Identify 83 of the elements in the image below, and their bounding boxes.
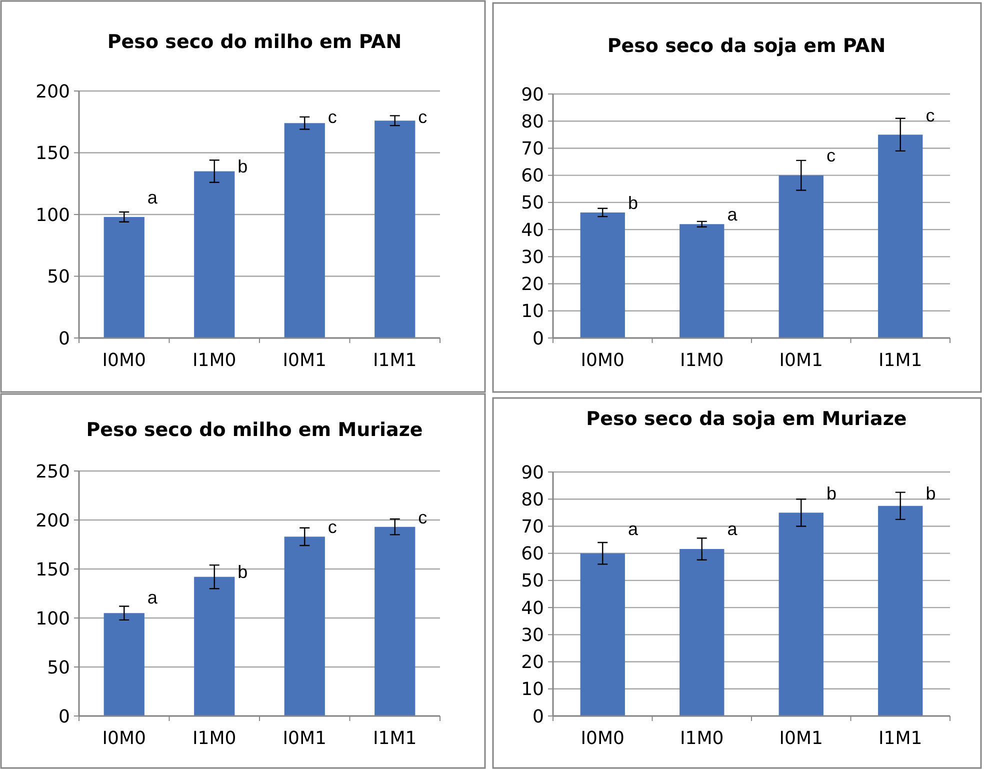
annotation: c <box>826 146 836 166</box>
y-tick-label: 60 <box>521 544 544 565</box>
x-tick-label: I1M0 <box>680 728 724 749</box>
y-tick-label: 0 <box>58 328 70 350</box>
y-tick-label: 20 <box>521 652 544 674</box>
annotation: b <box>926 484 936 504</box>
y-tick-label: 10 <box>521 301 544 322</box>
y-tick-label: 50 <box>521 192 544 214</box>
y-tick-label: 200 <box>36 81 70 102</box>
x-tick-label: I1M1 <box>373 728 417 749</box>
y-tick-label: 0 <box>58 706 70 728</box>
chart-title: Peso seco do milho em PAN <box>107 31 402 53</box>
bar <box>194 576 235 716</box>
y-tick-label: 30 <box>521 246 544 268</box>
annotation: a <box>727 518 738 539</box>
y-tick-label: 70 <box>521 138 544 160</box>
annotation: c <box>328 517 337 538</box>
x-tick-label: I0M1 <box>282 728 326 749</box>
y-tick-label: 40 <box>521 220 544 241</box>
bar <box>778 175 824 338</box>
annotation: c <box>328 107 337 128</box>
x-tick-label: I1M1 <box>373 350 417 371</box>
annotation: c <box>926 105 935 126</box>
y-tick-label: 150 <box>36 559 70 580</box>
bar <box>284 123 325 338</box>
y-tick-label: 70 <box>521 516 544 538</box>
bar <box>680 224 724 338</box>
chart-title: Peso seco da soja em PAN <box>607 35 886 57</box>
y-tick-label: 30 <box>521 624 544 646</box>
annotation: b <box>628 192 638 213</box>
y-tick-label: 40 <box>521 598 544 619</box>
annotation: a <box>147 588 158 608</box>
x-tick-label: I1M1 <box>878 728 922 749</box>
y-tick-label: 100 <box>36 204 70 226</box>
x-tick-label: I1M0 <box>192 728 236 749</box>
y-tick-label: 50 <box>521 570 544 592</box>
bar <box>104 613 144 716</box>
x-tick-label: I1M0 <box>680 350 724 371</box>
annotation: a <box>147 187 158 208</box>
annotation: b <box>238 562 248 582</box>
bar <box>878 506 923 716</box>
bar <box>680 548 724 716</box>
x-tick-label: I0M0 <box>580 728 624 749</box>
bar <box>194 171 235 338</box>
x-tick-label: I0M0 <box>102 350 146 371</box>
chart-title: Peso seco do milho em Muriaze <box>86 419 423 441</box>
x-tick-label: I0M1 <box>779 350 823 371</box>
annotation: b <box>238 156 248 177</box>
bar <box>374 526 416 716</box>
x-tick-label: I1M0 <box>192 350 236 371</box>
bar <box>284 536 325 716</box>
y-tick-label: 20 <box>521 274 544 296</box>
chart-title: Peso seco da soja em Muriaze <box>586 408 907 430</box>
y-tick-label: 250 <box>36 461 70 482</box>
x-tick-label: I0M1 <box>779 728 823 749</box>
y-tick-label: 50 <box>47 266 70 288</box>
y-tick-label: 60 <box>521 166 544 187</box>
bar <box>878 134 923 338</box>
y-tick-label: 10 <box>521 679 544 700</box>
x-tick-label: I0M1 <box>282 350 326 371</box>
y-tick-label: 90 <box>521 462 544 484</box>
y-tick-label: 50 <box>47 657 70 678</box>
y-tick-label: 0 <box>532 706 544 728</box>
y-tick-label: 80 <box>521 489 544 510</box>
x-tick-label: I0M0 <box>102 728 146 749</box>
y-tick-label: 0 <box>532 328 544 350</box>
annotation: b <box>826 484 836 504</box>
x-tick-label: I1M1 <box>878 350 922 371</box>
y-tick-label: 100 <box>36 608 70 630</box>
annotation: c <box>418 107 428 128</box>
annotation: a <box>628 518 639 539</box>
y-tick-label: 90 <box>521 84 544 106</box>
y-tick-label: 150 <box>36 143 70 164</box>
annotation: c <box>418 507 428 528</box>
x-tick-label: I0M0 <box>580 350 624 371</box>
annotation: a <box>727 204 738 225</box>
y-tick-label: 200 <box>36 510 70 532</box>
y-tick-label: 80 <box>521 111 544 132</box>
bar <box>374 120 416 338</box>
bar <box>580 212 625 338</box>
bar <box>778 512 824 716</box>
bar <box>104 216 144 338</box>
bar <box>580 553 625 716</box>
